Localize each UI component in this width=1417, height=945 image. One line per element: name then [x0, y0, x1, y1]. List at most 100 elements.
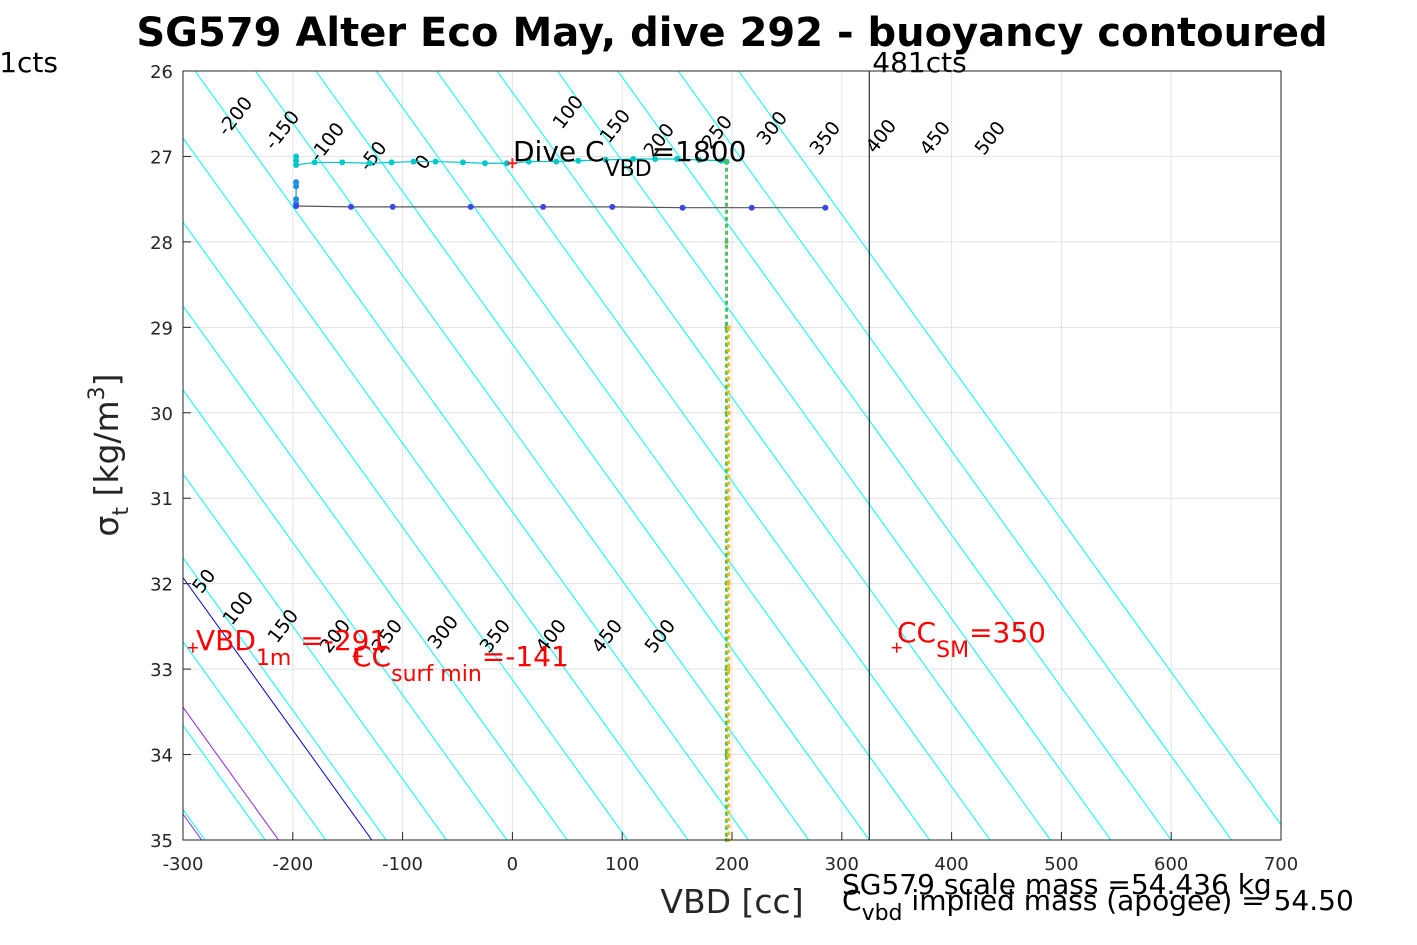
y-tick-label: 33	[150, 660, 173, 681]
series-point	[822, 204, 829, 211]
series-point	[503, 160, 510, 167]
y-tick-label: 32	[150, 575, 173, 596]
count-limit-lines: 481cts 1cts	[0, 46, 967, 840]
series-point	[575, 157, 582, 164]
cyan-contour	[183, 305, 568, 840]
y-tick-label: 27	[150, 147, 173, 168]
series-point	[410, 158, 417, 165]
contour-label: 500	[640, 615, 680, 657]
cyan-contour	[315, 71, 870, 840]
y-tick-label: 28	[150, 233, 173, 254]
cyan-contour	[183, 640, 327, 840]
series-point	[481, 160, 488, 167]
cyan-contour	[183, 472, 447, 840]
cyan-contour	[677, 71, 1232, 840]
cyan-contour	[183, 724, 266, 840]
series-point	[630, 156, 637, 163]
contour-label: 450	[915, 117, 955, 159]
marker-label-main: CC	[897, 616, 936, 649]
series-point	[293, 161, 300, 168]
marker-label-sub: 1m	[256, 646, 291, 671]
series-point	[311, 159, 318, 166]
series-point	[293, 153, 300, 160]
x-tick-label: -300	[163, 854, 204, 875]
series-point	[389, 203, 396, 210]
y-tick-label: 34	[150, 746, 173, 767]
contour-label: 350	[805, 117, 845, 159]
series-point	[553, 158, 560, 165]
series-point	[347, 203, 354, 210]
dive-marker	[507, 158, 518, 169]
x-tick-label: 0	[507, 854, 518, 875]
series-point	[724, 158, 729, 163]
contour-label: -50	[355, 137, 391, 175]
dive-cvbd-label: Dive C	[513, 135, 605, 168]
x-tick-label: 700	[1264, 854, 1298, 875]
series-point	[602, 156, 609, 163]
cyan-contour	[496, 71, 1051, 840]
series-point	[652, 156, 659, 163]
footer-line-2-label: C	[842, 884, 862, 917]
footer-line-2: Cvbd implied mass (apogee) = 54.50	[842, 884, 1354, 926]
contour-label: -200	[213, 93, 257, 141]
y-label-sup: 3	[85, 386, 110, 400]
y-label-close: ]	[87, 373, 126, 386]
cyan-contour	[436, 71, 991, 840]
series-point	[540, 203, 547, 210]
x-tick-label: 300	[825, 854, 859, 875]
y-label-main: σ	[87, 516, 126, 537]
series-point	[388, 159, 395, 166]
series-point	[366, 160, 373, 167]
chart-title: SG579 Alter Eco May, dive 292 - buoyancy…	[136, 10, 1327, 56]
marker-label-sub: surf min	[391, 662, 482, 687]
contour-label: 500	[970, 117, 1010, 159]
series-point	[724, 239, 729, 244]
cyan-contour	[738, 71, 1281, 826]
grid	[182, 70, 1282, 841]
y-tick-label: 26	[150, 62, 173, 83]
x-tick-label: 500	[1044, 854, 1078, 875]
marker-label: CCSM=350	[897, 616, 1046, 663]
x-tick-label: 100	[605, 854, 639, 875]
series-point	[748, 204, 755, 211]
y-label-sub: t	[109, 507, 134, 516]
series-point	[525, 158, 532, 165]
y-tick-label: 30	[150, 404, 173, 425]
contour-label: 50	[188, 565, 220, 598]
cyan-contour	[375, 71, 931, 840]
series-point	[726, 667, 731, 672]
series-point	[467, 203, 474, 210]
series-point	[293, 179, 300, 186]
series-point	[293, 157, 300, 164]
contour-label: 300	[423, 611, 463, 653]
series-point	[718, 157, 725, 164]
x-tick-label: 600	[1154, 854, 1188, 875]
cyan-contour	[617, 71, 1172, 840]
axes: -300 -200 -100 0 100 200 300 400 500 600 700 26 27 28…	[150, 62, 1298, 875]
cyan-contour	[194, 71, 749, 840]
y-tick-label: 31	[150, 489, 173, 510]
contour-label: -100	[305, 119, 349, 167]
x-axis-label: VBD [cc]	[660, 882, 803, 921]
marker-label: VBD1m =-291	[196, 624, 387, 671]
marker-label-main: CC	[352, 640, 391, 673]
series-point	[609, 203, 616, 210]
data-series	[293, 153, 829, 842]
marker-cross	[891, 642, 902, 653]
series-point	[679, 204, 686, 211]
y-label-rest: [kg/m	[87, 400, 126, 507]
cyan-contour	[183, 556, 387, 840]
series-line	[296, 205, 826, 209]
cyan-contour	[255, 71, 810, 840]
series-point	[293, 196, 300, 203]
series-point	[726, 325, 731, 330]
x-tick-label: -100	[382, 854, 423, 875]
series-point	[696, 156, 703, 163]
footer-line-1: SG579 scale mass =54.436 kg	[842, 868, 1272, 901]
series-point	[726, 496, 731, 501]
marker-label-tail: =-141	[482, 640, 569, 673]
marker-cross	[187, 642, 198, 653]
